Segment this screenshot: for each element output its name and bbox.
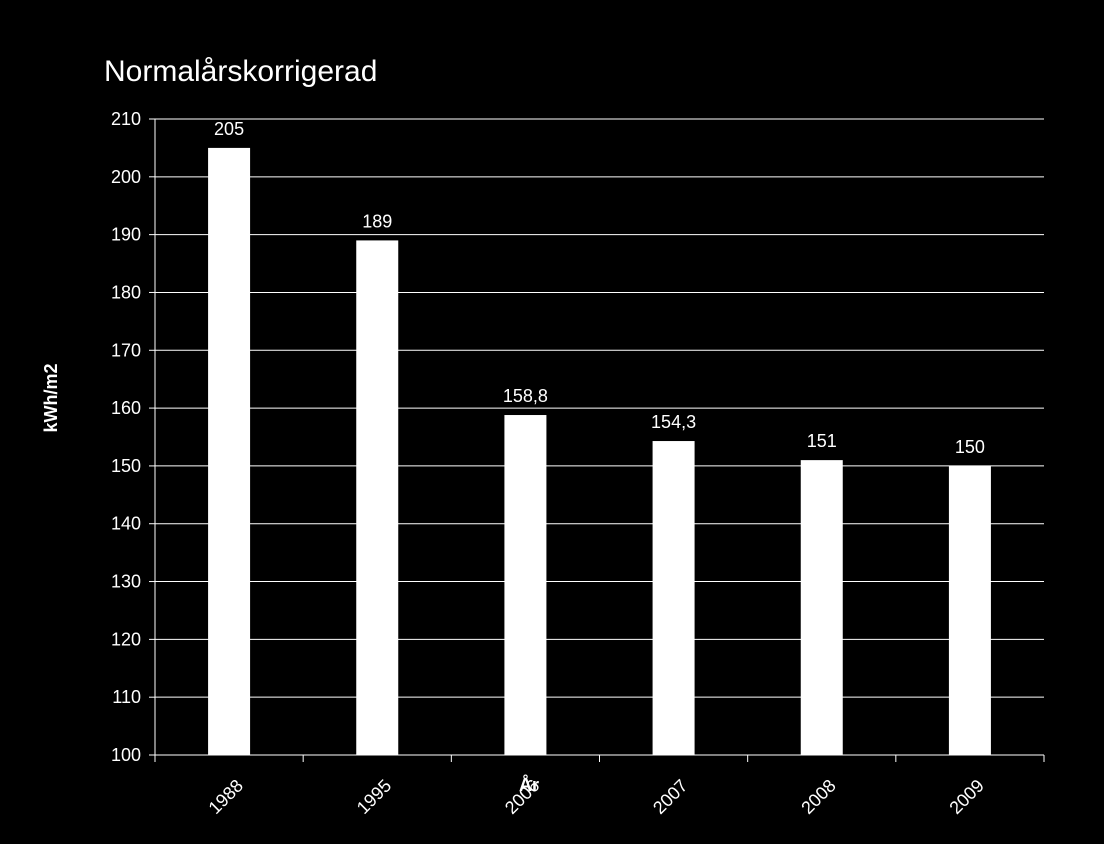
data-label: 154,3 [651, 412, 696, 432]
bar-2009 [948, 465, 991, 755]
x-axis-title: År [519, 775, 539, 795]
bar-1988 [208, 147, 251, 756]
data-label: 189 [362, 211, 392, 231]
y-tick-label: 170 [111, 340, 141, 360]
y-axis-title: kWh/m2 [41, 363, 61, 432]
x-axis: 1988 1995 2006 2007 2008 2009 [154, 754, 1045, 818]
bar-1995 [356, 240, 399, 755]
bar-2006 [504, 415, 547, 755]
y-tick-label: 140 [111, 514, 141, 534]
y-axis-ticks: 100 110 120 130 140 150 160 170 180 190 200 210 [111, 109, 156, 765]
y-tick-label: 160 [111, 398, 141, 418]
y-tick-label: 190 [111, 225, 141, 245]
data-label: 205 [214, 119, 244, 139]
x-tick-label: 2009 [945, 776, 987, 818]
y-tick-label: 150 [111, 456, 141, 476]
y-tick-label: 210 [111, 109, 141, 129]
data-labels: 205 189 158,8 154,3 151 150 [214, 119, 985, 457]
data-label: 151 [807, 431, 837, 451]
x-tick-label: 1988 [205, 776, 247, 818]
y-tick-label: 120 [111, 629, 141, 649]
x-tick-label: 2008 [797, 776, 839, 818]
y-tick-label: 200 [111, 167, 141, 187]
y-tick-label: 180 [111, 282, 141, 302]
y-tick-label: 100 [111, 745, 141, 765]
y-tick-label: 110 [112, 687, 141, 707]
x-tick-label: 1995 [353, 776, 395, 818]
data-label: 150 [955, 437, 985, 457]
bar-2008 [800, 460, 843, 755]
gridlines [155, 118, 1044, 698]
x-tick-label: 2007 [649, 776, 691, 818]
bar-2007 [652, 441, 695, 755]
data-label: 158,8 [503, 386, 548, 406]
bars [208, 147, 991, 756]
y-tick-label: 130 [111, 572, 141, 592]
chart-title: Normalårskorrigerad [104, 55, 377, 88]
